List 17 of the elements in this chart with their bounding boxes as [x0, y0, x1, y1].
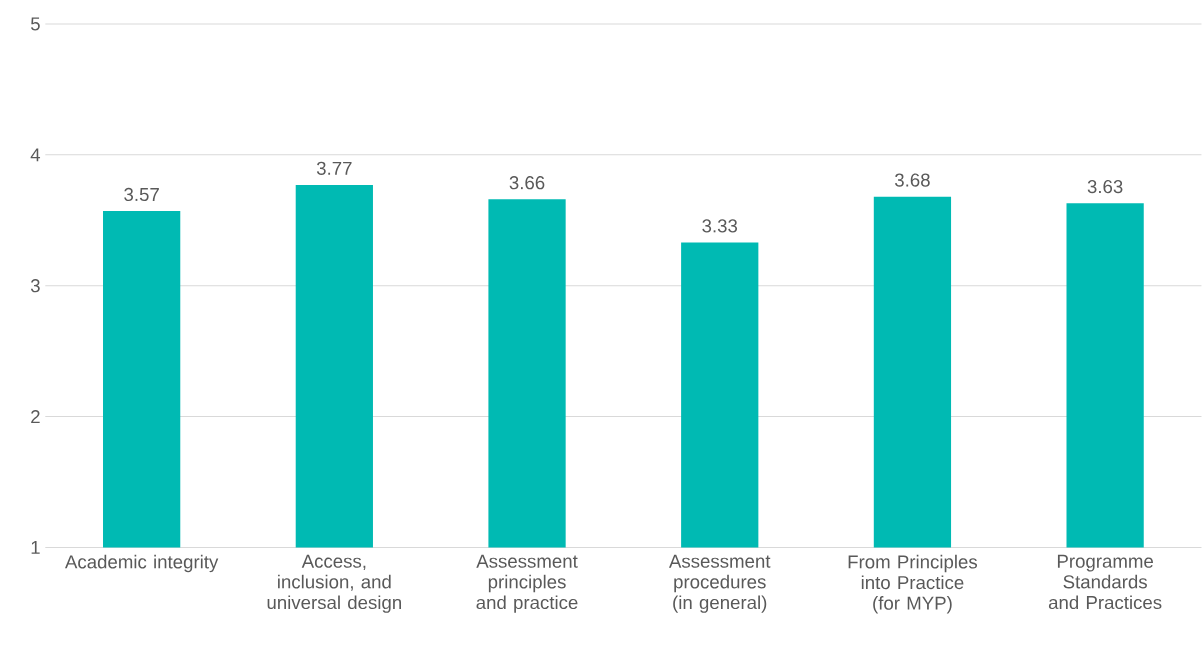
x-tick-label: Access, inclusion, and universal design: [267, 554, 401, 613]
data-label: 3.63: [1087, 179, 1123, 194]
y-tick-label: 5: [30, 17, 40, 31]
x-tick-label: From Principles into Practice (for MYP): [848, 554, 978, 614]
x-tick-label: Programme Standards and Practices: [1048, 554, 1162, 609]
y-tick-label: 3: [30, 278, 40, 293]
data-label: 3.57: [124, 187, 159, 201]
x-tick-label: Academic integrity: [64, 554, 219, 573]
data-label: 3.33: [702, 219, 738, 233]
x-tick-label: Assessment procedures (in general): [668, 554, 771, 613]
y-tick-label: 2: [31, 409, 40, 423]
data-label: 3.68: [894, 173, 930, 187]
y-tick-label: 1: [31, 540, 40, 554]
data-label: 3.66: [509, 175, 545, 190]
data-label: 3.77: [316, 161, 352, 175]
y-tick-label: 4: [30, 148, 41, 162]
x-tick-label: Assessment principles and practice: [476, 554, 578, 613]
